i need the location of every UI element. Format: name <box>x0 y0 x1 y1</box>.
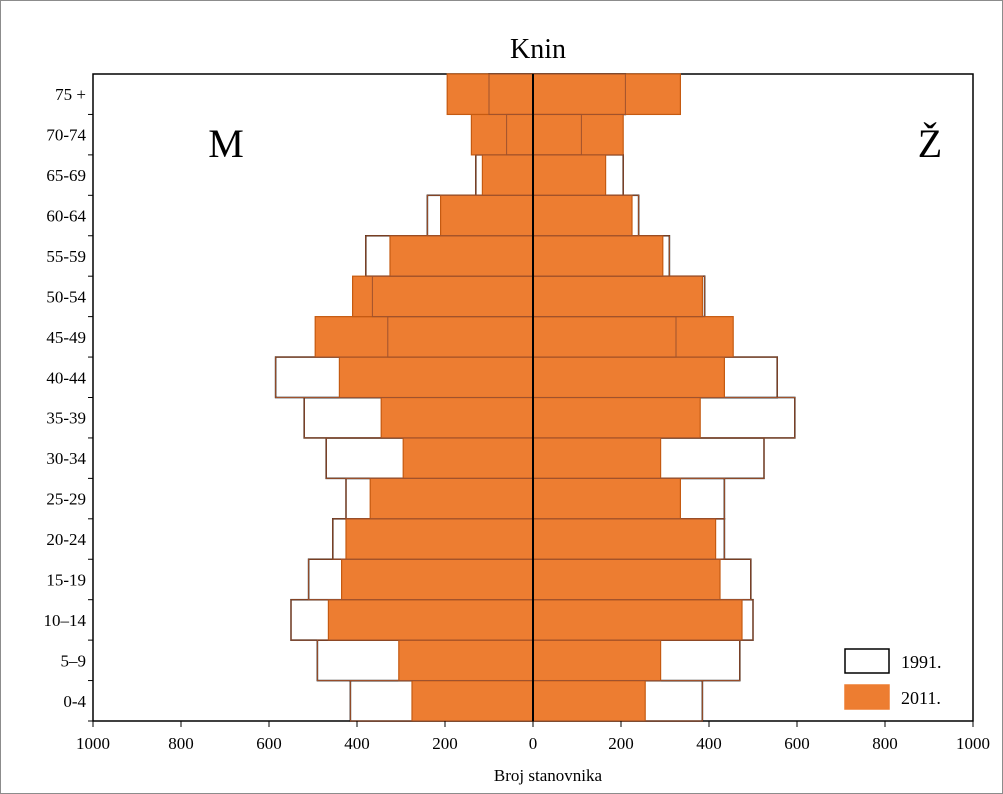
y-tick-label: 45-49 <box>46 328 86 347</box>
bar-female-2011-20-24 <box>532 518 717 560</box>
bar-female-2011-5-9 <box>532 639 662 682</box>
bar-female-2011-40-44 <box>532 356 725 399</box>
bar-female-2011-55-59 <box>532 235 664 277</box>
y-tick-label: 50-54 <box>46 287 86 306</box>
legend-label-2011: 2011. <box>901 688 941 708</box>
side-label-male: M <box>208 121 244 166</box>
legend-label-1991: 1991. <box>901 652 942 672</box>
bar-male-2011-65-69 <box>481 154 534 196</box>
x-tick-label: 800 <box>168 734 194 753</box>
bar-male-2011-70-74 <box>470 113 534 156</box>
bar-male-2011-10-14 <box>327 599 534 641</box>
y-tick-label: 70-74 <box>46 126 86 145</box>
legend: 1991. 2011. <box>844 648 942 710</box>
bar-female-2011-25-29 <box>532 477 681 520</box>
x-tick-label: 200 <box>432 734 458 753</box>
chart-title: Knin <box>510 34 566 65</box>
x-axis-label: Broj stanovnika <box>494 766 603 785</box>
bar-male-2011-45-49 <box>314 316 534 358</box>
y-tick-label: 15-19 <box>46 570 86 589</box>
bar-male-2011-55-59 <box>389 235 534 277</box>
x-tick-label: 600 <box>256 734 282 753</box>
plot-layer: 0-4 5–9 10–14 15-19 20-24 25-29 30-34 35-39 40-4… <box>44 73 990 753</box>
bar-male-2011-15-19 <box>341 558 534 601</box>
legend-swatch-2011 <box>844 684 890 710</box>
y-tick-label: 0-4 <box>63 692 86 711</box>
bar-male-2011-20-24 <box>345 518 534 560</box>
bar-female-2011-65-69 <box>532 154 607 196</box>
x-tick-label: 1000 <box>956 734 990 753</box>
bar-female-2011-15-19 <box>532 558 721 601</box>
bar-male-2011-60-64 <box>440 194 534 237</box>
bar-female-2011-10-14 <box>532 599 743 641</box>
x-tick-label: 600 <box>784 734 810 753</box>
bar-female-2011-70-74 <box>532 113 624 156</box>
y-tick-label: 20-24 <box>46 530 86 549</box>
x-tick-label: 400 <box>344 734 370 753</box>
bar-male-2011-50-54 <box>352 275 534 318</box>
bar-male-2011-5-9 <box>398 639 534 682</box>
bar-female-2011-60-64 <box>532 194 633 237</box>
bar-male-2011-35-39 <box>380 396 534 439</box>
bar-female-2011-45-49 <box>532 316 734 358</box>
y-tick-label: 30-34 <box>46 449 86 468</box>
bar-male-2011-75- <box>446 73 534 116</box>
y-tick-label: 55-59 <box>46 247 86 266</box>
y-tick-label: 75 + <box>55 85 86 104</box>
x-tick-label: 400 <box>696 734 722 753</box>
x-tick-label: 1000 <box>76 734 110 753</box>
x-tick-label: 200 <box>608 734 634 753</box>
x-tick-label: 0 <box>529 734 538 753</box>
y-tick-label: 65-69 <box>46 166 86 185</box>
bar-female-2011-75- <box>532 73 681 116</box>
bar-female-2011-50-54 <box>532 275 703 318</box>
bar-female-2011-0-4 <box>532 679 646 722</box>
x-tick-label: 800 <box>872 734 898 753</box>
y-tick-label: 25-29 <box>46 490 86 509</box>
bar-male-2011-30-34 <box>402 437 534 479</box>
bar-female-2011-35-39 <box>532 396 701 439</box>
side-label-female: Ž <box>918 121 942 166</box>
y-tick-label: 35-39 <box>46 409 86 428</box>
bar-female-2011-30-34 <box>532 437 662 479</box>
bar-male-2011-40-44 <box>338 356 534 399</box>
y-tick-label: 10–14 <box>44 611 87 630</box>
bar-male-2011-25-29 <box>369 477 534 520</box>
bar-male-2011-0-4 <box>411 679 534 722</box>
y-tick-label: 60-64 <box>46 207 86 226</box>
y-tick-label: 40-44 <box>46 368 86 387</box>
y-tick-label: 5–9 <box>61 651 87 670</box>
legend-swatch-1991 <box>844 648 890 674</box>
